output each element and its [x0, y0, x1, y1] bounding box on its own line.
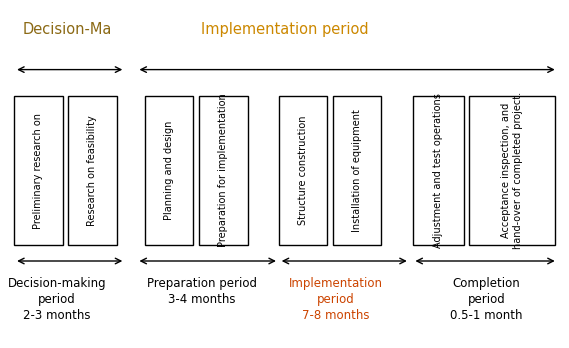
Bar [199, 96, 248, 245]
Text: Research on feasibility: Research on feasibility [88, 115, 97, 226]
Bar [279, 96, 327, 245]
Bar [68, 96, 117, 245]
Text: Structure construction: Structure construction [298, 116, 308, 225]
Text: Adjustment and test operations: Adjustment and test operations [433, 93, 443, 248]
Text: Preparation period
3-4 months: Preparation period 3-4 months [147, 277, 257, 306]
Text: Installation of equipment: Installation of equipment [352, 109, 362, 232]
Text: Completion
period
0.5-1 month: Completion period 0.5-1 month [450, 277, 523, 322]
Text: Decision-Ma: Decision-Ma [23, 22, 112, 37]
Text: Implementation
period
7-8 months: Implementation period 7-8 months [288, 277, 383, 322]
Bar [333, 96, 381, 245]
Text: Planning and design: Planning and design [164, 121, 174, 220]
Text: Acceptance inspection, and
hand-over of completed project.: Acceptance inspection, and hand-over of … [501, 92, 523, 249]
Text: Preliminary research on: Preliminary research on [34, 112, 43, 229]
Text: Preparation for implementation: Preparation for implementation [218, 94, 228, 247]
Bar [14, 96, 63, 245]
Bar [413, 96, 464, 245]
Text: Implementation period: Implementation period [201, 22, 368, 37]
Bar [469, 96, 555, 245]
Bar [145, 96, 193, 245]
Text: Decision-making
period
2-3 months: Decision-making period 2-3 months [7, 277, 106, 322]
